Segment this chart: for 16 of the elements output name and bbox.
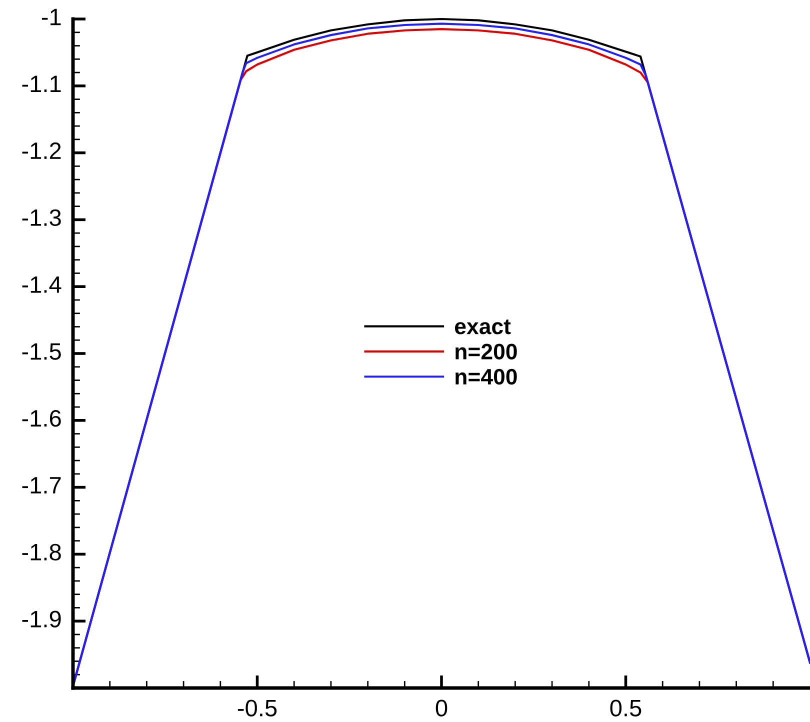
x-tick-label: -0.5: [238, 700, 277, 716]
y-tick-label: -1.9: [22, 610, 61, 628]
y-tick-label: -1.6: [22, 410, 61, 427]
y-tick-label: -1.3: [22, 209, 61, 226]
y-tick-label: -1: [42, 8, 61, 26]
y-tick-label: -1.2: [22, 142, 61, 159]
legend-label: n=200: [456, 344, 517, 360]
y-tick-label: -1.1: [22, 76, 61, 92]
y-tick-label: -1.5: [22, 343, 61, 360]
x-tick-label: 0: [436, 700, 448, 716]
y-tick-label: -1.8: [22, 544, 61, 561]
legend-label: n=400: [456, 368, 517, 385]
y-tick-label: -1.4: [22, 276, 62, 293]
y-tick-label: -1.7: [22, 477, 61, 494]
x-tick-label: 0.5: [610, 700, 642, 716]
legend-label: exact: [455, 320, 511, 334]
